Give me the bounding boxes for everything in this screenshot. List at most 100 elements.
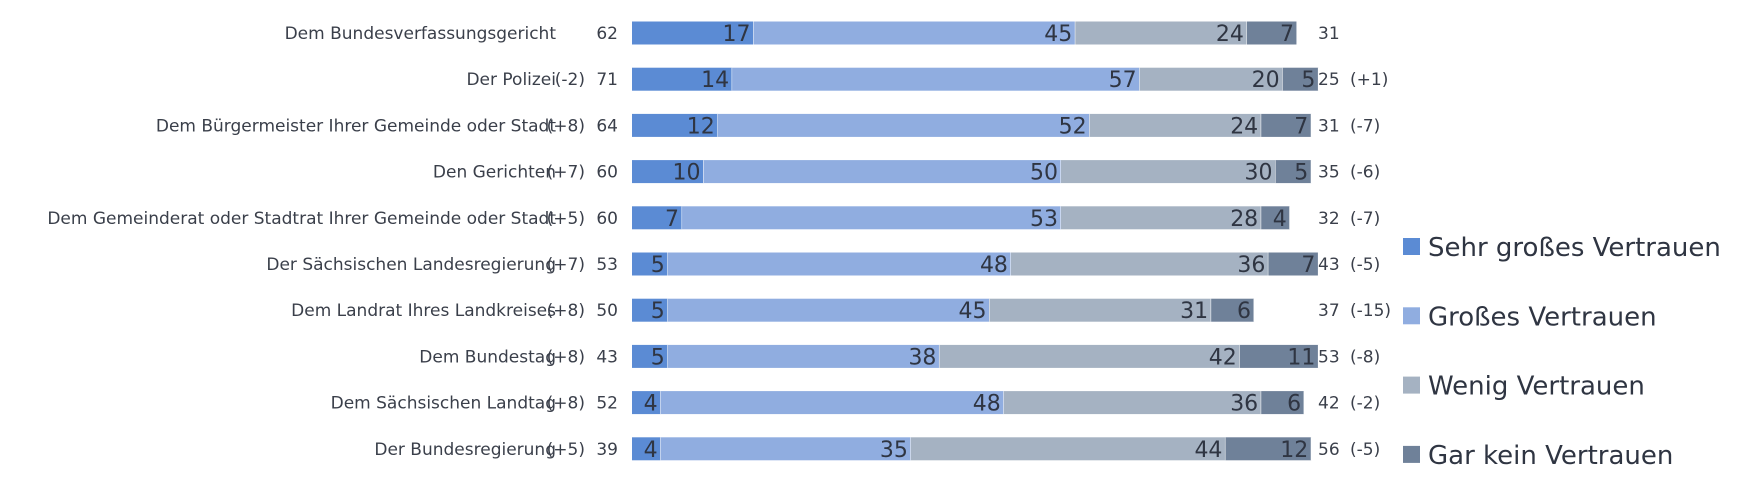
bar-segment <box>1261 113 1312 137</box>
data-label: 45 <box>959 299 987 324</box>
data-label: 7 <box>1280 22 1294 47</box>
right-total-label: 43 <box>1318 255 1340 275</box>
data-label: 4 <box>1273 207 1287 232</box>
category-label: Dem Bundesverfassungsgericht <box>285 24 557 44</box>
right-total-label: 42 <box>1318 394 1340 414</box>
bar-segment <box>753 21 1076 45</box>
right-total-label: 56 <box>1318 440 1340 460</box>
chart-row: Der Sächsischen Landesregierung(+7) 53 5 48… <box>266 252 1380 278</box>
bar-segment <box>1061 160 1276 184</box>
legend-label: Großes Vertrauen <box>1428 302 1657 332</box>
right-change-label: (-5) <box>1350 440 1380 460</box>
data-label: 57 <box>1109 68 1137 93</box>
chart-row: Dem Landrat Ihres Landkreises(+8) 50 5 45 31… <box>291 298 1391 324</box>
bar-segment <box>703 160 1061 184</box>
data-label: 36 <box>1237 253 1265 278</box>
bar-segment <box>1261 206 1290 230</box>
bar-segment <box>632 21 754 45</box>
data-label: 11 <box>1287 345 1315 370</box>
data-label: 7 <box>665 207 679 232</box>
category-label: Dem Sächsischen Landtag <box>331 394 556 414</box>
right-total-label: 53 <box>1318 347 1340 367</box>
legend-item: Wenig Vertrauen <box>1403 372 1645 402</box>
legend-label: Gar kein Vertrauen <box>1428 441 1673 471</box>
bar-segment <box>632 206 683 230</box>
right-total-label: 31 <box>1318 24 1340 44</box>
legend-swatch <box>1403 238 1420 255</box>
data-label: 6 <box>1237 299 1251 324</box>
chart-row: Dem Sächsischen Landtag(+8) 52 4 48 36 6 42 (-2… <box>331 391 1380 417</box>
right-change-label: (-6) <box>1350 163 1380 183</box>
legend-swatch <box>1403 376 1420 394</box>
data-label: 45 <box>1044 22 1072 47</box>
data-label: 7 <box>1301 253 1315 278</box>
legend-item: Sehr großes Vertrauen <box>1403 233 1721 263</box>
bar-segment <box>939 344 1240 368</box>
bar-segment <box>1010 252 1269 276</box>
legend-label: Wenig Vertrauen <box>1428 372 1645 402</box>
bar-segment <box>632 437 661 461</box>
chart-row: Der Bundesregierung(+5) 39 4 35 44 12 56 (-5) <box>374 437 1380 463</box>
data-label: 53 <box>1030 207 1058 232</box>
right-total-label: 25 <box>1318 70 1340 90</box>
bar-segment <box>632 252 668 276</box>
data-label: 28 <box>1230 207 1258 232</box>
chart-rows: Dem Bundesverfassungsgericht 62 17 45 24 7 31D… <box>47 21 1391 463</box>
bar-segment <box>660 437 911 461</box>
left-total-label: 53 <box>596 255 618 275</box>
legend-swatch <box>1403 307 1420 325</box>
left-change-label: (+5) <box>547 440 585 460</box>
bar-segment <box>732 67 1140 91</box>
right-change-label: (-5) <box>1350 255 1380 275</box>
legend-item: Gar kein Vertrauen <box>1403 441 1673 471</box>
category-label: Dem Bundestag <box>419 347 556 367</box>
data-label: 5 <box>651 299 665 324</box>
category-label: Der Bundesregierung <box>374 440 556 460</box>
bar-segment <box>682 206 1061 230</box>
category-label: Dem Landrat Ihres Landkreises <box>291 301 556 321</box>
bar-segment <box>667 344 940 368</box>
data-label: 5 <box>651 253 665 278</box>
left-total-label: 60 <box>596 209 618 229</box>
bar-segment <box>632 113 718 137</box>
bar-segment <box>1268 252 1319 276</box>
data-label: 24 <box>1216 22 1244 47</box>
data-label: 7 <box>1294 114 1308 139</box>
right-change-label: (+1) <box>1350 70 1388 90</box>
left-change-label: (+7) <box>547 255 585 275</box>
chart-row: Dem Gemeinderat oder Stadtrat Ihrer Geme… <box>47 206 1380 232</box>
data-label: 36 <box>1230 392 1258 417</box>
data-label: 14 <box>701 68 729 93</box>
bar-segment <box>1239 344 1319 368</box>
left-change-label: (+8) <box>547 116 585 136</box>
data-label: 12 <box>1280 438 1308 463</box>
bar-segment <box>1089 113 1262 137</box>
data-label: 38 <box>908 345 936 370</box>
left-total-label: 71 <box>596 70 618 90</box>
category-label: Der Sächsischen Landesregierung <box>266 255 556 275</box>
bar-segment <box>910 437 1226 461</box>
legend-label: Sehr großes Vertrauen <box>1428 233 1721 263</box>
data-label: 44 <box>1194 438 1222 463</box>
category-label: Der Polizei <box>466 70 556 90</box>
left-total-label: 62 <box>596 24 618 44</box>
left-total-label: 64 <box>596 116 618 136</box>
chart-legend: Sehr großes Vertrauen Großes Vertrauen Wen… <box>1403 233 1721 471</box>
bar-segment <box>1075 21 1247 45</box>
left-change-label: (+8) <box>547 347 585 367</box>
bar-segment <box>667 298 990 322</box>
bar-segment <box>717 113 1090 137</box>
data-label: 48 <box>980 253 1008 278</box>
chart-row: Dem Bundestag(+8) 43 5 38 42 11 53 (-8) <box>419 344 1380 370</box>
left-change-label: (-2) <box>555 70 585 90</box>
bar-segment <box>1275 160 1312 184</box>
chart-row: Dem Bürgermeister Ihrer Gemeinde oder St… <box>156 113 1380 139</box>
data-label: 4 <box>644 438 658 463</box>
data-label: 20 <box>1252 68 1280 93</box>
right-total-label: 35 <box>1318 163 1340 183</box>
left-total-label: 43 <box>596 347 618 367</box>
left-total-label: 39 <box>596 440 618 460</box>
bar-segment <box>667 252 1011 276</box>
data-label: 30 <box>1245 161 1273 186</box>
left-change-label: (+8) <box>547 301 585 321</box>
